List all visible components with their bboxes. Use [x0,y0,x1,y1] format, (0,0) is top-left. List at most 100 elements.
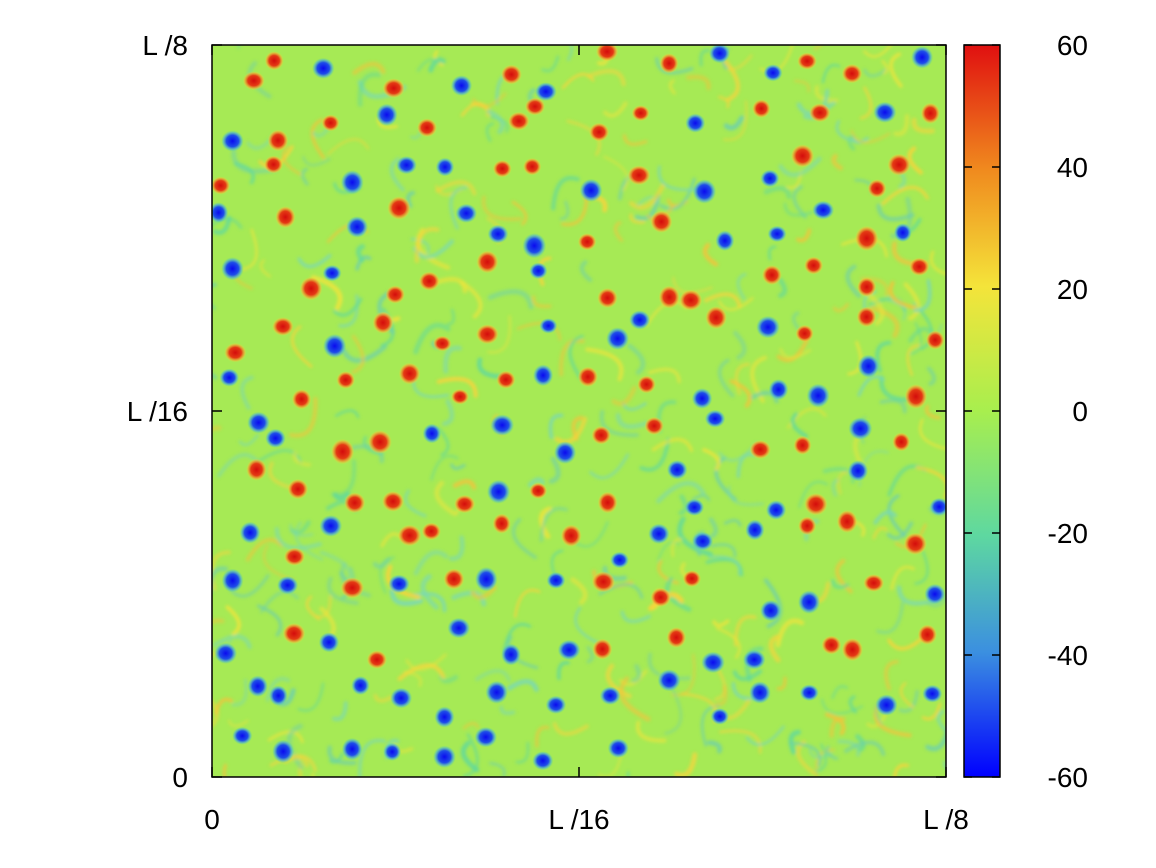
positive-vortex [591,425,611,445]
filament [589,453,630,479]
filament [763,185,792,200]
filament [446,308,455,326]
negative-vortex [767,225,787,243]
filament [611,385,637,406]
filament [835,120,857,143]
negative-vortex [388,574,410,594]
positive-vortex [795,324,814,343]
negative-vortex [857,354,880,378]
positive-vortex [631,105,650,122]
negative-vortex [806,383,830,408]
positive-vortex [798,516,817,536]
filament [909,322,923,355]
filament [619,676,651,722]
filament [702,448,721,471]
negative-vortex [522,233,547,259]
positive-vortex [382,78,405,99]
negative-vortex [929,497,946,516]
negative-vortex [648,523,670,544]
filament [225,605,241,636]
filament [511,518,537,559]
positive-vortex [450,388,470,405]
filament [657,541,681,563]
filament [723,100,748,141]
filament [557,661,570,680]
y-tick-label: 0 [172,762,188,793]
filament [789,741,822,767]
filament [925,728,946,752]
filament [531,295,552,309]
filament [472,92,507,108]
filament [579,260,593,283]
filament [482,195,522,221]
positive-vortex [560,524,582,547]
positive-vortex [398,362,421,385]
filament [443,345,462,374]
filament [212,304,216,310]
negative-vortex [277,576,299,595]
positive-vortex [904,384,928,409]
filament [921,702,942,721]
negative-vortex [312,57,335,79]
filament [213,216,232,235]
x-tick-label: 0 [204,804,220,835]
filament [548,413,564,439]
filament [463,733,479,777]
filament [502,623,532,652]
filament [778,277,788,298]
negative-vortex [268,685,288,706]
negative-vortex [685,113,706,133]
filament [865,291,885,326]
colorbar-label: 0 [1072,396,1088,427]
positive-vortex [523,157,542,176]
filament [664,687,683,735]
positive-vortex [887,153,911,176]
filament [825,745,839,760]
filament [835,558,853,594]
negative-vortex [607,738,629,758]
filament [639,437,671,472]
filament [790,412,809,438]
positive-vortex [925,330,945,350]
filament [489,762,506,777]
filament [441,399,455,427]
filament [631,664,642,683]
filament [919,418,946,450]
colorbar-ticks [964,44,1000,778]
filament [257,604,283,637]
filament [274,527,322,550]
filament [929,250,946,276]
filament [351,334,365,374]
negative-vortex [579,178,603,202]
positive-vortex [291,389,312,410]
filament [559,200,570,221]
filament [788,729,801,755]
negative-vortex [911,46,934,69]
positive-vortex [492,513,511,534]
positive-vortex [368,430,392,454]
filament [913,279,932,312]
positive-vortex [637,375,656,394]
negative-vortex [606,327,630,350]
filament [434,276,468,294]
negative-vortex [539,318,558,334]
negative-vortex [709,45,731,64]
positive-vortex [892,432,911,452]
positive-vortex [804,493,828,516]
filament [907,146,923,175]
filament [286,723,304,770]
filament [889,52,903,88]
filament [435,180,477,196]
plot-background [212,45,946,777]
positive-vortex [212,176,231,195]
negative-vortex [756,315,780,339]
filament [356,244,365,263]
positive-vortex [627,165,651,186]
filament [936,709,946,733]
negative-vortex [247,675,268,697]
filament [716,626,742,659]
positive-vortex [443,568,465,590]
filament [796,228,812,243]
filament [745,725,785,746]
filament [332,701,348,722]
